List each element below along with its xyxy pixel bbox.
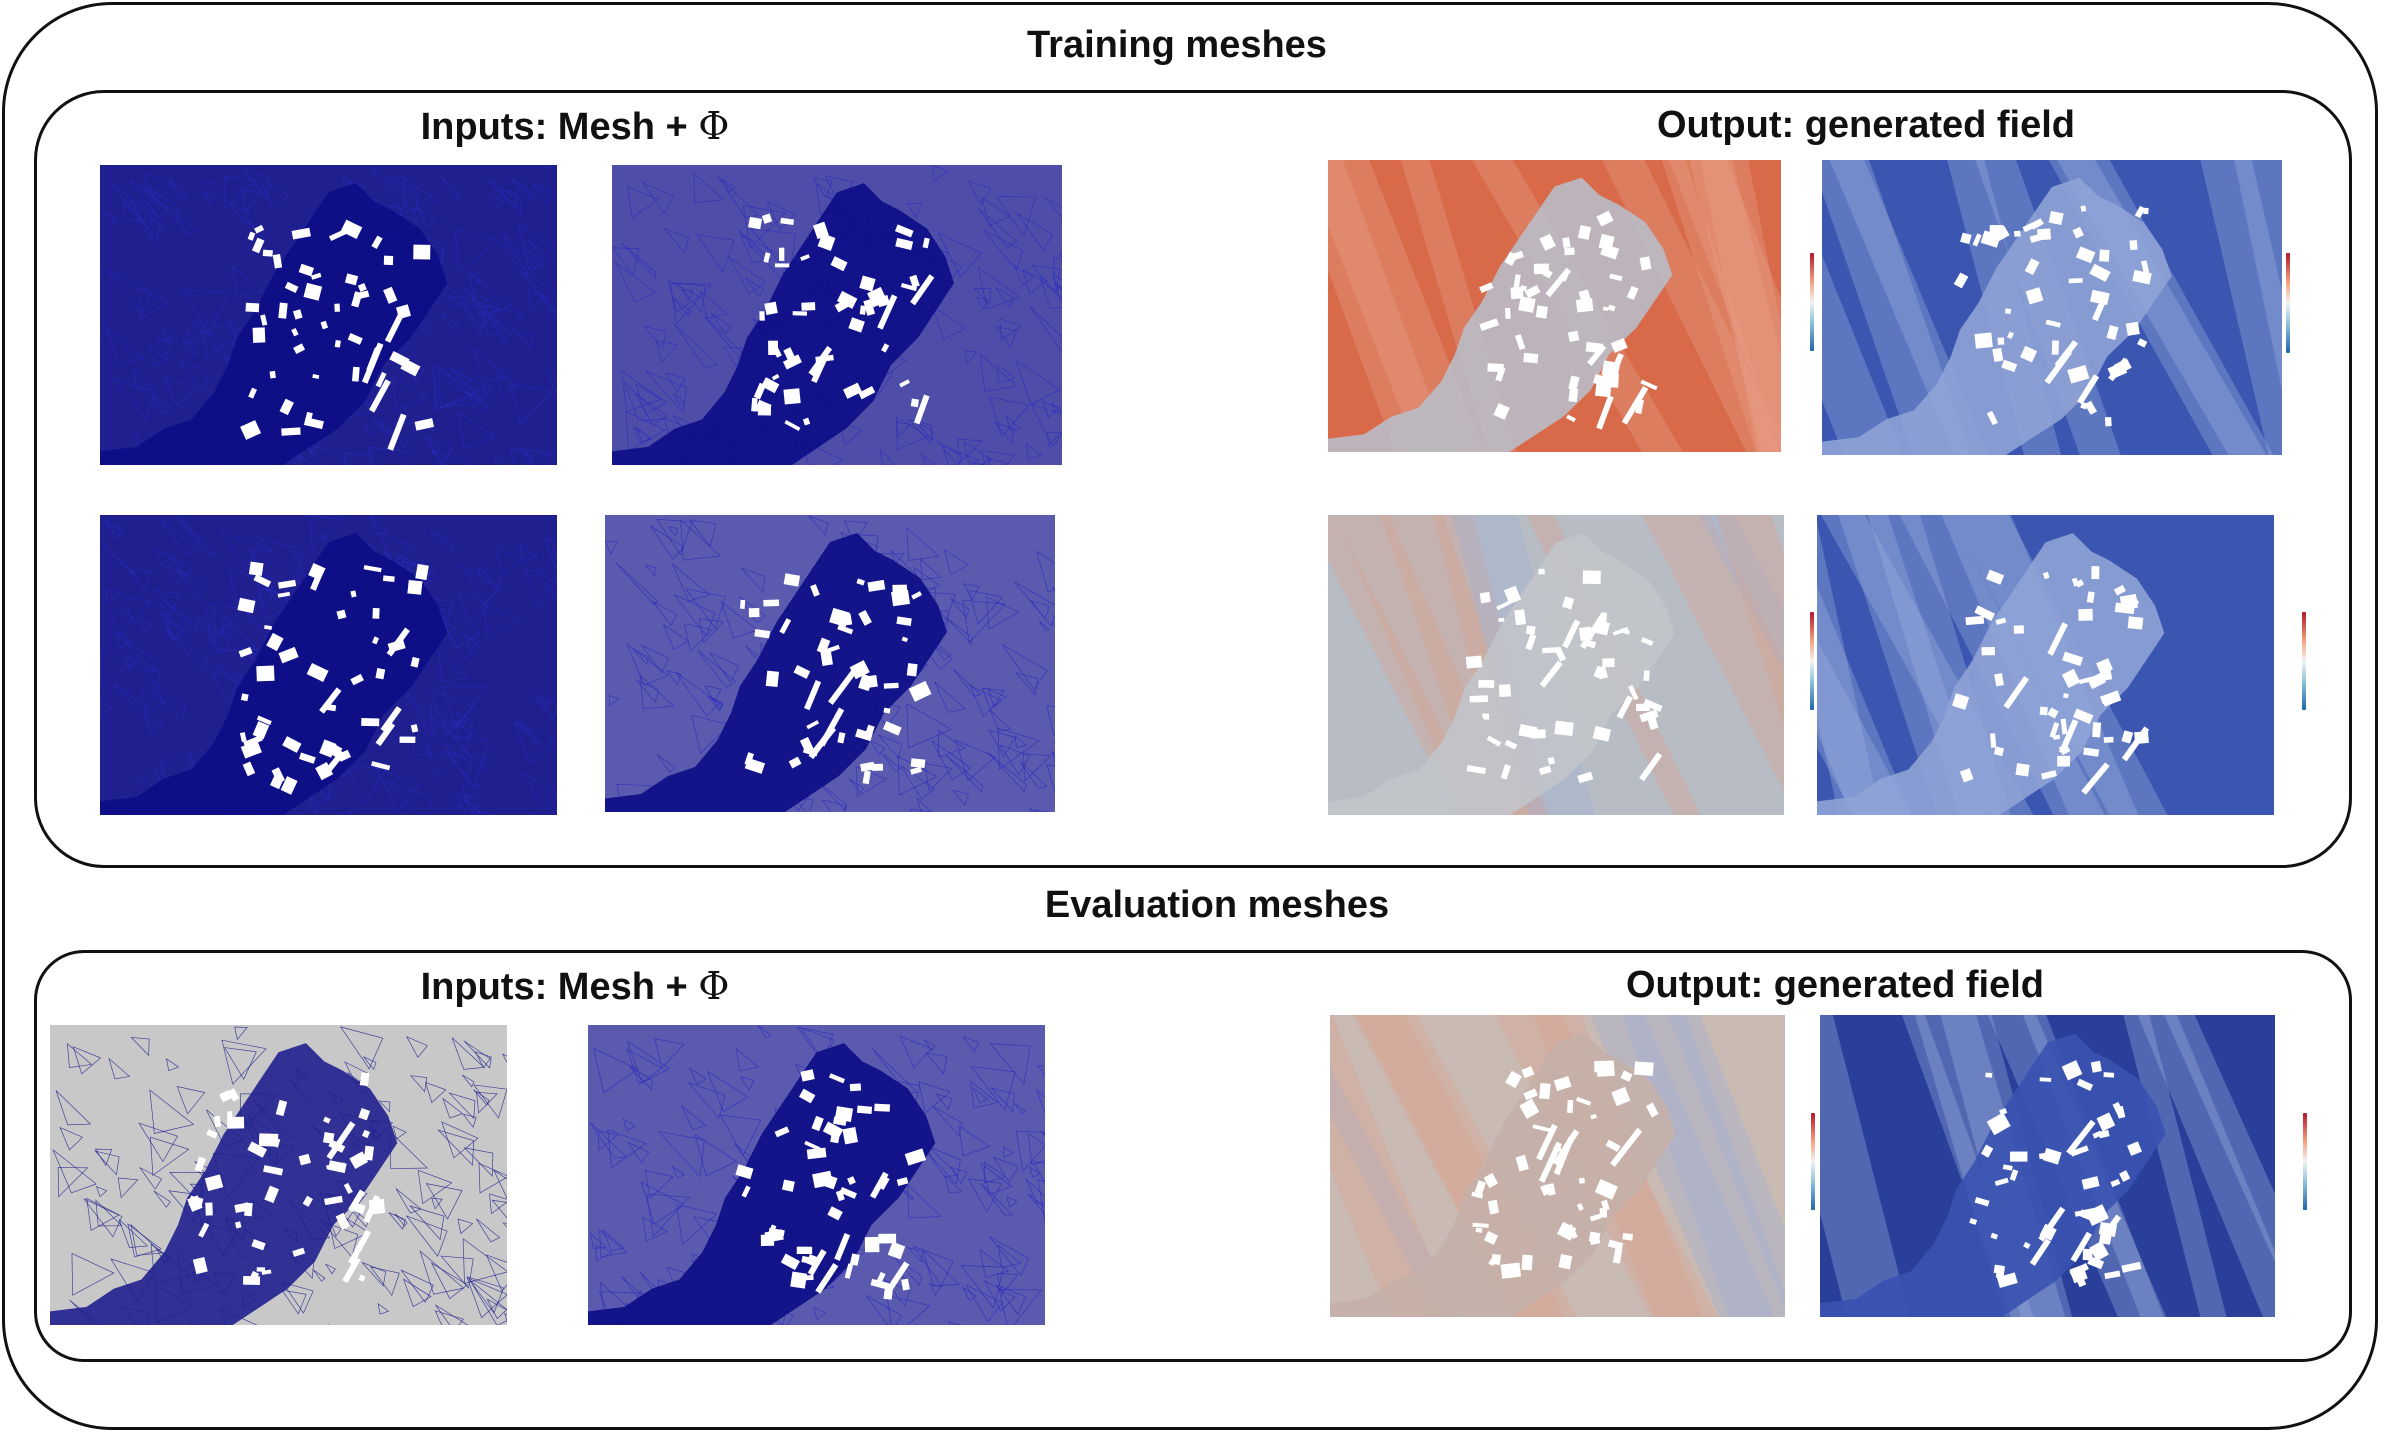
panel-graphic — [1330, 1015, 1785, 1317]
evaluation-output-heading: Output: generated field — [1626, 964, 2044, 1006]
inputs-label: Inputs: Mesh + — [420, 106, 699, 148]
panel-graphic — [1817, 515, 2274, 815]
inputs-label: Inputs: Mesh + — [420, 966, 699, 1008]
colorbar — [1811, 1113, 1815, 1210]
panel-graphic — [605, 515, 1055, 812]
evaluation-mesh-panel-2 — [588, 1025, 1045, 1325]
evaluation-frame — [34, 950, 2352, 1362]
panel-graphic — [1328, 160, 1781, 452]
phi-symbol: Φ — [698, 104, 730, 148]
training-output-heading: Output: generated field — [1657, 104, 2075, 146]
panel-graphic — [612, 165, 1062, 465]
training-title: Training meshes — [1027, 24, 1327, 66]
phi-symbol: Φ — [698, 964, 730, 1008]
evaluation-title: Evaluation meshes — [1044, 884, 1390, 926]
panel-graphic — [100, 515, 557, 815]
training-mesh-panel-3 — [100, 515, 557, 815]
training-inputs-heading: Inputs: Mesh + Φ — [421, 104, 730, 149]
evaluation-field-panel-2 — [1820, 1015, 2275, 1317]
evaluation-mesh-panel-1 — [50, 1025, 507, 1325]
panel-graphic — [1328, 515, 1784, 815]
training-field-panel-4 — [1817, 515, 2274, 815]
training-field-panel-1 — [1328, 160, 1781, 452]
training-field-panel-3 — [1328, 515, 1784, 815]
evaluation-field-panel-1 — [1330, 1015, 1785, 1317]
panel-graphic — [100, 165, 557, 465]
training-frame — [34, 90, 2352, 868]
evaluation-inputs-heading: Inputs: Mesh + Φ — [421, 964, 730, 1009]
training-mesh-panel-1 — [100, 165, 557, 465]
training-mesh-panel-4 — [605, 515, 1055, 812]
training-field-panel-2 — [1822, 160, 2282, 455]
training-mesh-panel-2 — [612, 165, 1062, 465]
panel-graphic — [50, 1025, 507, 1325]
colorbar — [2302, 612, 2306, 710]
panel-graphic — [588, 1025, 1045, 1325]
panel-graphic — [1820, 1015, 2275, 1317]
colorbar — [2303, 1113, 2307, 1210]
panel-graphic — [1822, 160, 2282, 455]
colorbar — [1810, 253, 1814, 351]
colorbar — [2286, 253, 2290, 353]
colorbar — [1810, 612, 1814, 710]
